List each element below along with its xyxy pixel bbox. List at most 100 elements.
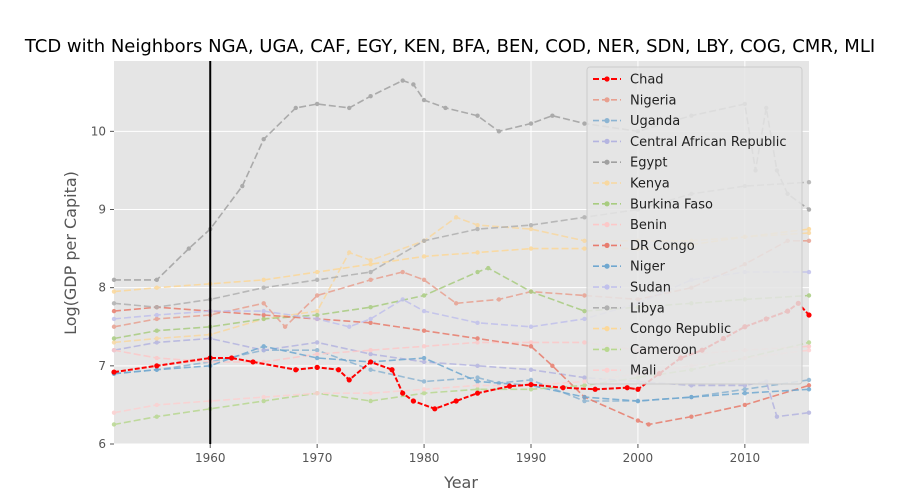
legend-marker: [604, 76, 610, 82]
data-point: [421, 344, 427, 349]
x-tick-label: 2010: [730, 451, 761, 465]
data-point: [475, 336, 480, 341]
data-point: [582, 246, 587, 251]
data-point: [347, 324, 352, 329]
data-point: [806, 340, 812, 345]
data-point: [624, 385, 630, 391]
data-point: [368, 348, 373, 353]
data-point: [314, 277, 320, 283]
data-point: [368, 359, 374, 365]
chart-title: TCD with Neighbors NGA, UGA, CAF, EGY, K…: [24, 36, 875, 57]
data-point: [186, 246, 192, 251]
data-point: [475, 250, 480, 255]
data-point: [154, 340, 159, 345]
legend-label: Central African Republic: [630, 135, 786, 150]
y-axis-label: Log(GDP per Capita): [61, 171, 80, 335]
data-point: [261, 136, 266, 142]
data-point: [582, 394, 587, 400]
data-point: [261, 277, 266, 283]
series-line: [113, 306, 810, 426]
data-point: [806, 226, 812, 232]
data-point: [806, 293, 812, 298]
data-point: [154, 312, 159, 318]
data-point: [261, 344, 266, 349]
data-point: [806, 312, 812, 318]
data-point: [282, 324, 288, 329]
legend-item: Egypt: [593, 156, 668, 171]
legend-marker: [604, 367, 610, 373]
legend-label: Chad: [630, 73, 664, 88]
data-point: [582, 383, 587, 388]
series-line: [113, 345, 810, 402]
legend-label: Niger: [630, 260, 666, 275]
data-point: [453, 215, 459, 220]
legend-marker: [604, 180, 610, 186]
data-point: [528, 387, 534, 392]
legend-marker: [604, 118, 610, 124]
data-point: [635, 386, 641, 392]
data-point: [528, 381, 534, 388]
data-point: [261, 316, 266, 322]
data-point: [475, 383, 480, 388]
data-point: [111, 340, 117, 345]
data-point: [806, 348, 812, 353]
data-point: [592, 386, 598, 392]
data-point: [582, 340, 587, 345]
data-point: [507, 383, 513, 389]
series-line: [113, 271, 809, 328]
data-point: [421, 390, 427, 396]
data-point: [560, 385, 566, 391]
legend-label: Burkina Faso: [630, 197, 713, 212]
data-point: [335, 367, 342, 373]
data-point: [111, 324, 117, 329]
data-point: [474, 390, 481, 396]
data-point: [154, 305, 159, 310]
data-point: [368, 262, 373, 267]
data-point: [432, 406, 438, 412]
legend-item: Sudan: [593, 281, 671, 296]
legend-marker: [604, 222, 610, 228]
data-point: [314, 269, 320, 275]
data-point: [689, 414, 694, 419]
data-point: [453, 301, 459, 306]
y-tick-label: 8: [98, 281, 106, 295]
data-point: [582, 121, 587, 126]
data-point: [475, 340, 480, 345]
legend-label: Sudan: [630, 281, 671, 296]
data-point: [582, 379, 587, 384]
data-point: [229, 355, 235, 361]
legend-marker: [604, 284, 610, 290]
data-point: [314, 101, 320, 107]
data-point: [347, 105, 352, 111]
data-point: [261, 312, 266, 318]
data-point: [368, 351, 373, 357]
data-point: [635, 418, 641, 423]
data-point: [806, 179, 812, 185]
data-point: [346, 377, 352, 383]
data-point: [261, 285, 266, 290]
data-point: [475, 375, 480, 380]
legend-marker: [604, 159, 610, 165]
legend-marker: [604, 242, 610, 248]
data-point: [550, 113, 555, 118]
legend-item: Chad: [593, 73, 664, 88]
data-point: [475, 222, 480, 228]
data-point: [421, 254, 427, 259]
legend-item: Benin: [593, 218, 667, 233]
data-point: [582, 215, 587, 220]
data-point: [528, 289, 534, 294]
legend-marker: [604, 138, 610, 144]
data-point: [421, 308, 427, 314]
data-point: [421, 97, 427, 103]
data-point: [421, 355, 427, 361]
data-point: [111, 301, 117, 306]
data-point: [314, 340, 320, 345]
x-tick-label: 1970: [302, 451, 333, 465]
data-point: [400, 269, 405, 275]
data-point: [111, 308, 117, 314]
data-point: [293, 105, 298, 111]
data-point: [635, 398, 641, 404]
data-point: [293, 367, 299, 373]
y-tick-label: 6: [98, 437, 106, 451]
